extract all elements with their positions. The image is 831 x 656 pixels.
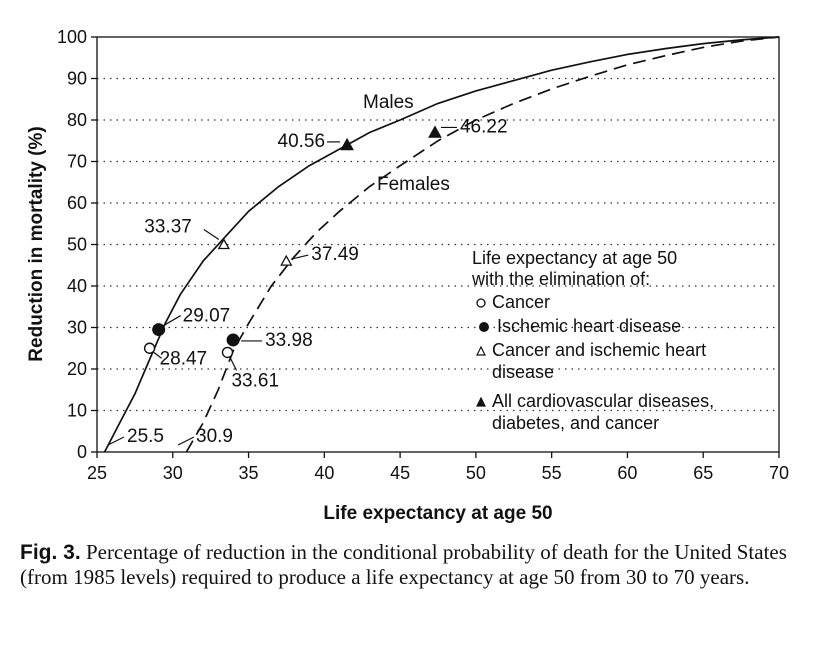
point-marker-filled-triangle-7 (428, 125, 442, 138)
legend-markers (476, 298, 489, 407)
point-label-4: 33.61 (231, 370, 279, 391)
legend-marker-filled-circle (479, 322, 489, 332)
leader-line-0 (153, 351, 162, 359)
legend-marker-open-triangle (476, 345, 486, 356)
y-tick-label-70: 70 (67, 152, 87, 172)
y-axis-title: Reduction in mortality (%) (26, 126, 47, 361)
point-marker-open-circle-4 (221, 346, 234, 359)
point-marker-open-circle-0 (143, 342, 156, 354)
point-label-6: 37.49 (311, 244, 359, 265)
leader-intercept-females (177, 436, 195, 446)
x-tick-label-25: 25 (87, 463, 107, 483)
legend: Life expectancy at age 50 with the elimi… (471, 248, 714, 433)
legend-title-line2: with the elimination of: (471, 269, 650, 289)
point-marker-filled-circle-5 (226, 333, 240, 347)
legend-title-line1: Life expectancy at age 50 (472, 248, 677, 268)
legend-marker-open-circle (476, 298, 486, 308)
x-tick-label-50: 50 (466, 463, 486, 483)
y-tick-label-80: 80 (67, 110, 87, 130)
y-tick-label-10: 10 (67, 401, 87, 421)
leader-line-2 (203, 229, 220, 240)
legend-item-ischemic-heart-disease: Ischemic heart disease (497, 316, 681, 336)
data-points (143, 125, 442, 359)
point-label-3: 40.56 (278, 131, 326, 152)
y-tick-label-40: 40 (67, 276, 87, 296)
caption-text: Percentage of reduction in the condition… (20, 540, 787, 589)
legend-item-cancer-and-ischemic-line2: disease (492, 362, 554, 382)
x-axis-title: Life expectancy at age 50 (323, 503, 552, 524)
point-marker-filled-circle-1 (152, 323, 166, 337)
x-tick-label-60: 60 (617, 463, 637, 483)
y-tick-label-0: 0 (77, 442, 87, 462)
annotation-females: Females (377, 174, 450, 195)
chart: 0 10 20 30 40 50 60 70 80 90 100 25 30 35 40 45 50 55 60 65… (26, 27, 789, 524)
annotation-males: Males (363, 92, 414, 113)
point-label-5: 33.98 (265, 330, 313, 351)
leader-intercept-males (107, 436, 125, 446)
point-marker-open-triangle-2 (217, 238, 230, 250)
legend-item-cancer-and-ischemic-line1: Cancer and ischemic heart (492, 340, 706, 360)
x-tick-label-45: 45 (390, 463, 410, 483)
leader-line-1 (163, 315, 181, 327)
x-tick-label-70: 70 (769, 463, 789, 483)
intercept-label-males: 25.5 (127, 426, 164, 447)
caption-label: Fig. 3. (20, 541, 81, 564)
y-tick-label-20: 20 (67, 359, 87, 379)
y-tick-label-100: 100 (57, 27, 87, 47)
point-marker-open-triangle-6 (280, 254, 293, 266)
leader-line-4 (229, 358, 238, 371)
point-labels: 28.47 29.07 33.37 40.56 33.61 33.98 37.49 46.22 (144, 116, 507, 391)
legend-marker-filled-triangle (476, 396, 486, 407)
x-tick-label-35: 35 (239, 463, 259, 483)
figure-caption: Fig. 3. Percentage of reduction in the c… (20, 540, 800, 589)
x-tick-label-40: 40 (314, 463, 334, 483)
x-tick-label-30: 30 (163, 463, 183, 483)
point-label-1: 29.07 (183, 306, 231, 327)
intercept-label-females: 30.9 (196, 426, 233, 447)
point-marker-filled-triangle-3 (340, 137, 354, 151)
legend-item-cancer: Cancer (492, 292, 550, 312)
y-tick-label-90: 90 (67, 69, 87, 89)
legend-item-all-cardiovascular-line2: diabetes, and cancer (492, 413, 659, 433)
point-label-0: 28.47 (160, 348, 208, 369)
leader-lines (153, 126, 457, 371)
leader-line-6 (291, 254, 309, 260)
point-label-2: 33.37 (144, 217, 192, 238)
point-label-7: 46.22 (460, 116, 508, 137)
y-tick-label-60: 60 (67, 193, 87, 213)
legend-item-all-cardiovascular-line1: All cardiovascular diseases, (492, 391, 714, 411)
x-tick-label-55: 55 (542, 463, 562, 483)
y-tick-label-30: 30 (67, 318, 87, 338)
axis-ticks: 0 10 20 30 40 50 60 70 80 90 100 25 30 35 40 45 50 55 60 65… (57, 27, 789, 483)
y-tick-label-50: 50 (67, 235, 87, 255)
x-tick-label-65: 65 (693, 463, 713, 483)
